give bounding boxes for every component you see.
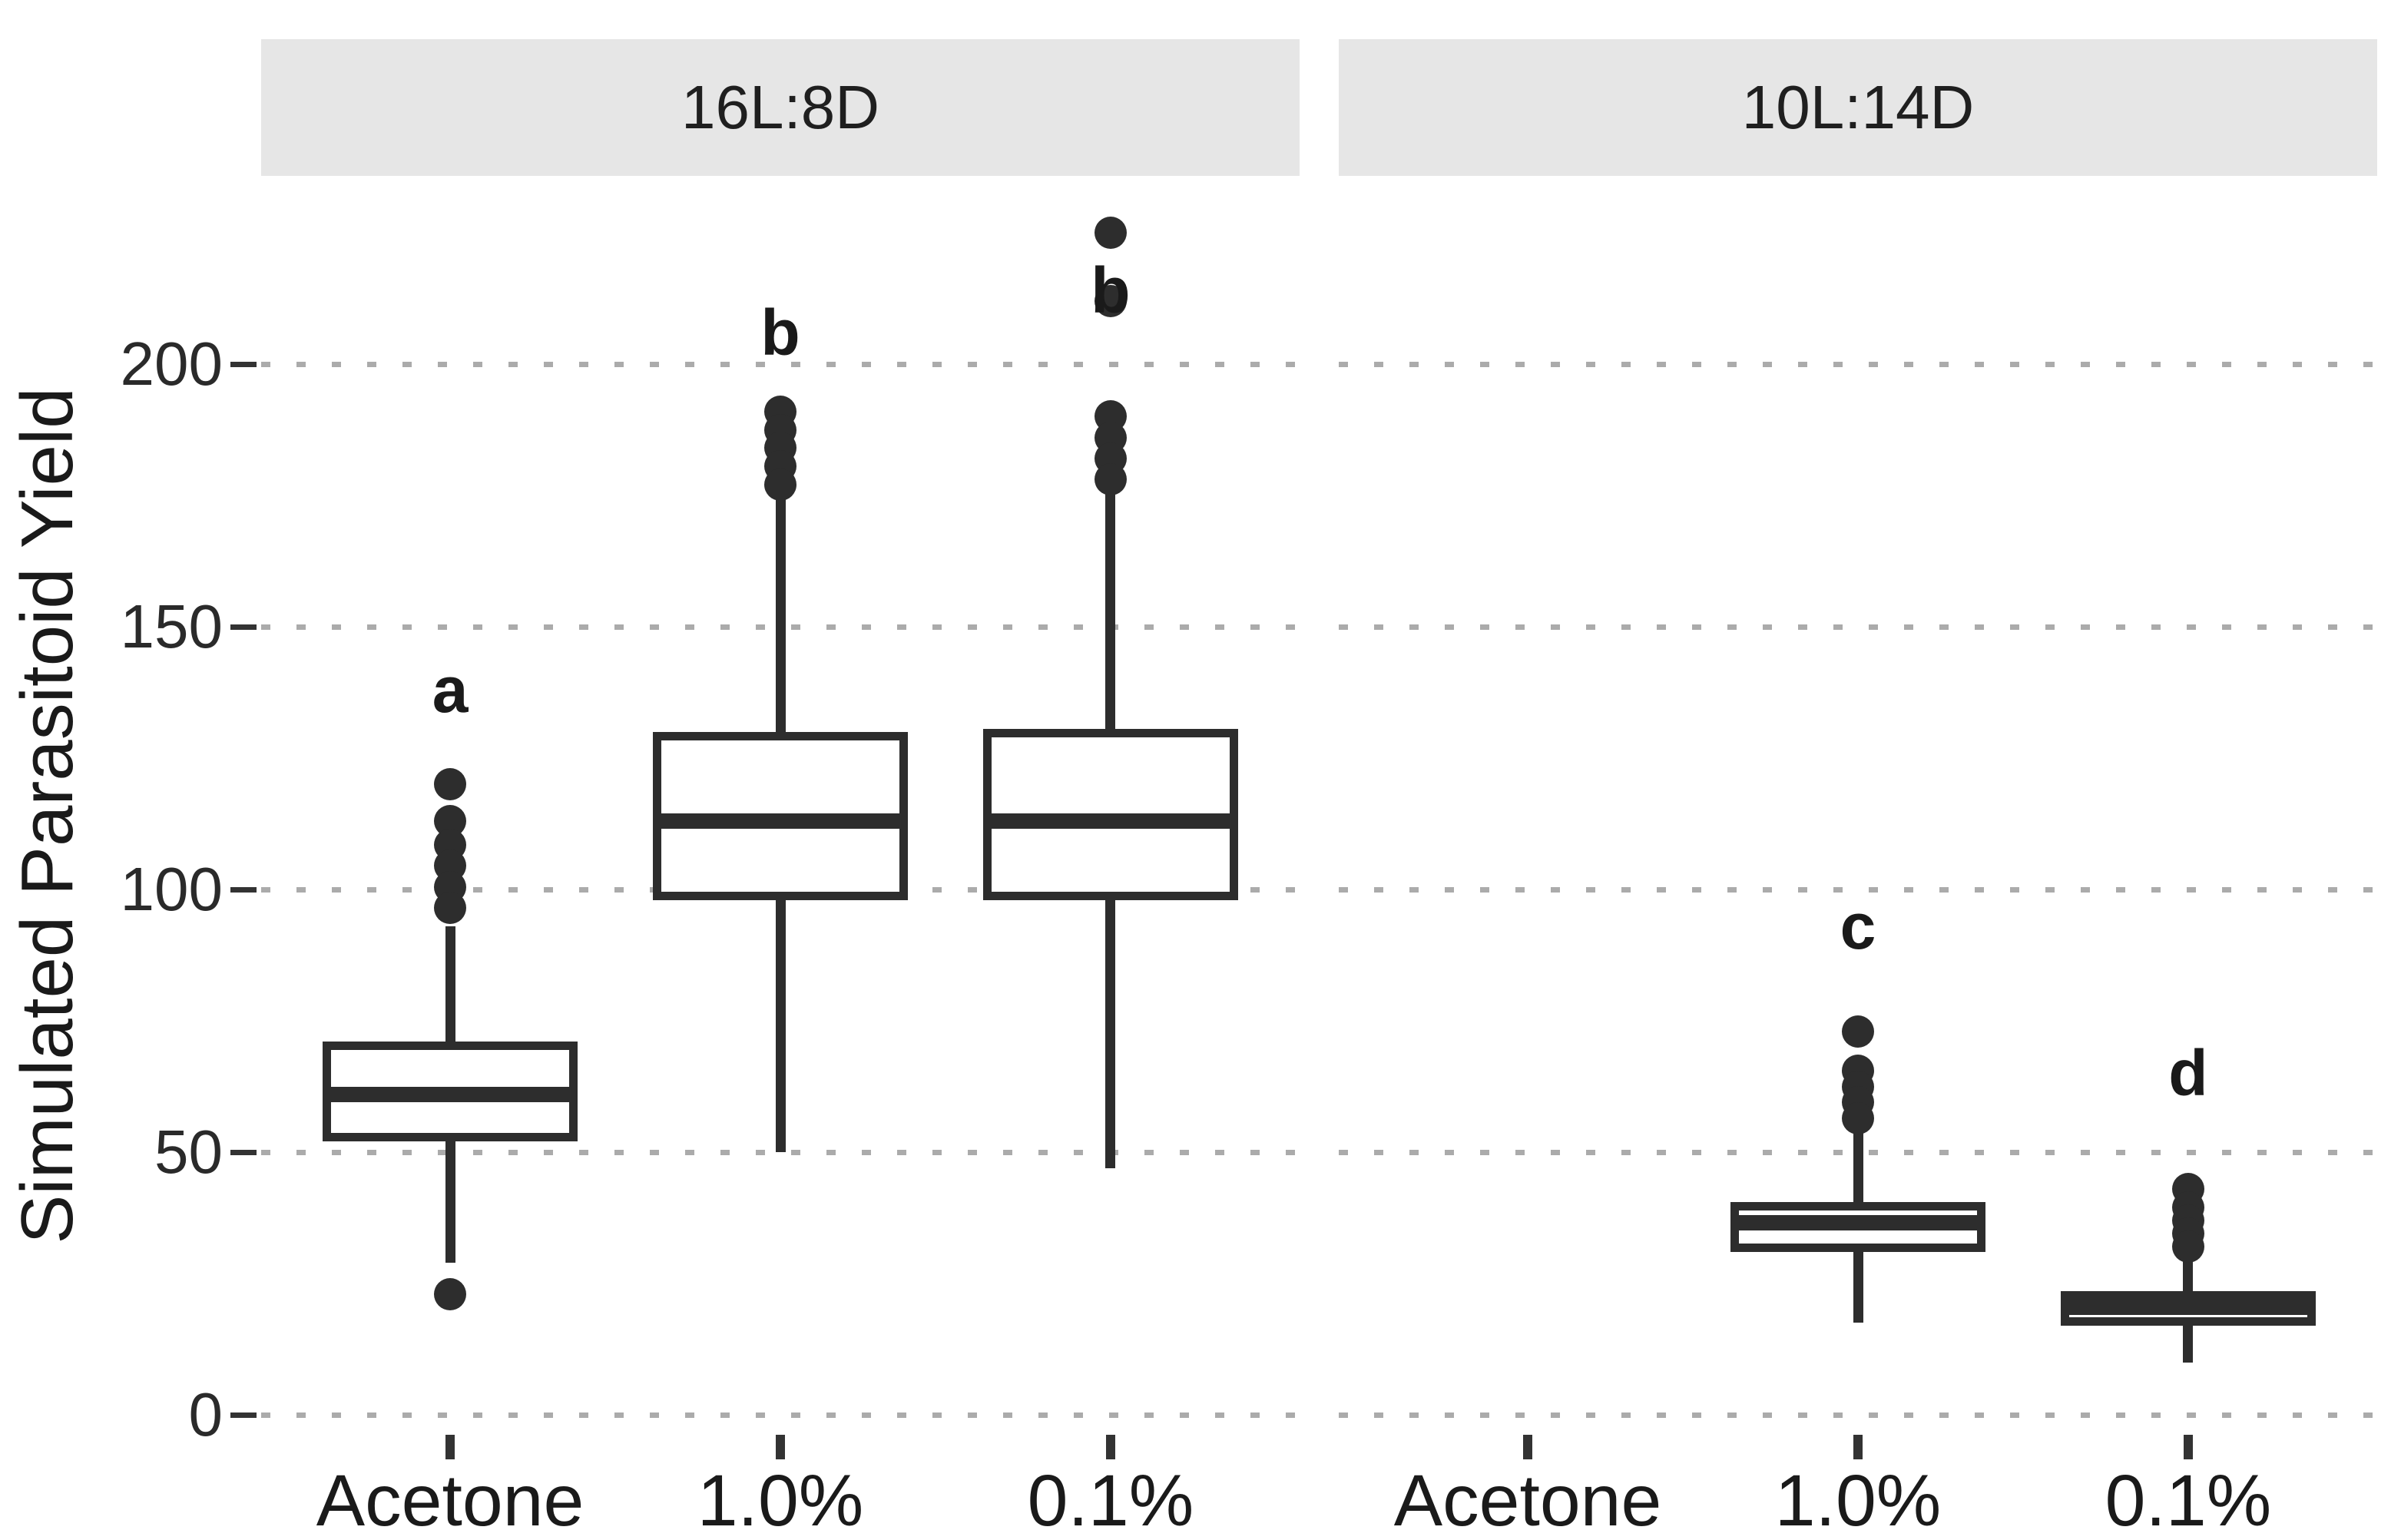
boxplot-16L:8D-Acetone: a [261, 177, 1300, 1446]
y-tick [230, 624, 257, 630]
x-tick [2183, 1435, 2193, 1459]
significance-letter: d [2168, 1037, 2208, 1110]
outlier-dot [434, 1277, 467, 1310]
significance-letter: b [1091, 254, 1131, 327]
y-tick-label: 150 [120, 592, 223, 661]
median-line [653, 813, 908, 830]
x-tick [1523, 1435, 1533, 1459]
x-tick [1853, 1435, 1863, 1459]
gridline [261, 362, 1300, 367]
significance-letter: a [432, 654, 469, 727]
outlier-dot [764, 469, 796, 502]
y-tick-label: 100 [120, 855, 223, 923]
y-tick [230, 1150, 257, 1155]
facet-strip-16L8D: 16L:8D [261, 39, 1300, 176]
y-tick [230, 1412, 257, 1418]
median-line [982, 813, 1238, 830]
gridline [261, 1150, 1300, 1155]
y-tick-label: 0 [188, 1380, 224, 1449]
x-category-label: 1.0% [697, 1460, 864, 1540]
x-category-label: Acetone [1393, 1460, 1662, 1540]
outlier-dot [434, 768, 467, 801]
y-tick-label: 200 [120, 330, 223, 398]
facet-panel-16L8D: a b b [261, 177, 1300, 1446]
gridline [1339, 624, 2377, 630]
x-tick [776, 1435, 785, 1459]
boxplot-16L:8D-1.0%: b [261, 177, 1300, 1446]
gridline [1339, 1412, 2377, 1418]
facet-strip-label: 10L:14D [1741, 73, 1975, 141]
y-tick [230, 362, 257, 367]
median-line [323, 1086, 578, 1102]
y-tick [230, 887, 257, 893]
x-category-label: 0.1% [1027, 1460, 1194, 1540]
gridline [1339, 887, 2377, 893]
facet-strip-label: 16L:8D [681, 73, 879, 141]
gridline [1339, 362, 2377, 367]
median-line [2060, 1299, 2316, 1315]
boxplot-10L:14D-1.0%: c [1339, 177, 2377, 1446]
outlier-dot [1094, 463, 1127, 496]
outlier-dot [1094, 284, 1127, 317]
x-category-label: 0.1% [2105, 1460, 2272, 1540]
significance-letter: c [1840, 889, 1876, 962]
x-tick [1105, 1435, 1115, 1459]
median-line [1730, 1215, 1985, 1231]
y-axis-title: Simulated Parasitoid Yield [6, 387, 88, 1244]
outlier-dot [2171, 1230, 2204, 1263]
boxplot-16L:8D-0.1%: b [261, 177, 1300, 1446]
significance-letter: b [760, 296, 800, 369]
y-tick-label: 50 [154, 1118, 223, 1186]
outlier-dot [1094, 217, 1127, 249]
x-category-label: 1.0% [1774, 1460, 1942, 1540]
facet-strip-10L14D: 10L:14D [1339, 39, 2377, 176]
boxplot-10L:14D-0.1%: d [1339, 177, 2377, 1446]
outlier-dot [1842, 1015, 1874, 1048]
gridline [261, 1412, 1300, 1418]
x-category-label: Acetone [316, 1460, 585, 1540]
outlier-dot [1842, 1101, 1874, 1134]
x-tick [445, 1435, 455, 1459]
outlier-dot [434, 891, 467, 924]
